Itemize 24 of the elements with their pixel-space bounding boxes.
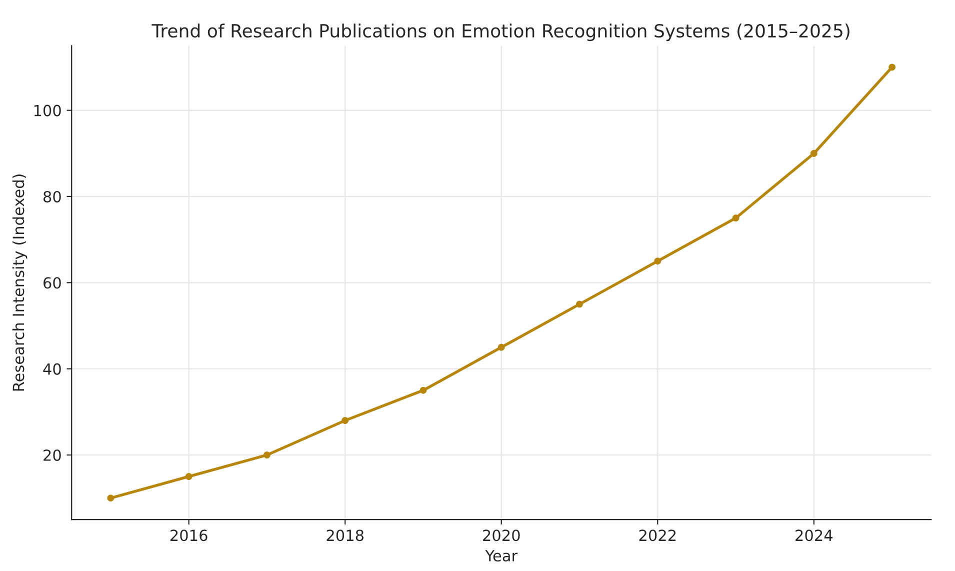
- x-tick-label: 2024: [796, 530, 833, 542]
- x-axis-title: Year: [485, 550, 518, 562]
- y-tick-label: 40: [43, 363, 61, 375]
- point: [498, 344, 505, 351]
- y-axis-title: Research Intensity (Indexed): [12, 174, 28, 391]
- x-tick-label: 2018: [326, 530, 364, 542]
- point: [107, 494, 114, 502]
- point: [576, 300, 583, 308]
- point: [732, 214, 740, 222]
- point: [342, 417, 349, 424]
- y-tick-label: 100: [34, 104, 61, 116]
- x-tick-label: 2020: [483, 530, 520, 542]
- point: [888, 64, 896, 71]
- point: [185, 473, 192, 480]
- point: [810, 150, 818, 157]
- y-tick-label: 20: [44, 449, 61, 462]
- y-tick-label: 80: [44, 190, 61, 202]
- x-tick-label: 2016: [170, 530, 208, 542]
- x-tick-label: 2022: [639, 530, 676, 542]
- point: [263, 452, 270, 458]
- chart-title: Trend of Research Publications on Emotion Recognition Systems (2015–2025): [152, 24, 850, 42]
- y-tick-label: 60: [44, 277, 61, 289]
- point: [654, 258, 662, 265]
- point: [420, 386, 427, 394]
